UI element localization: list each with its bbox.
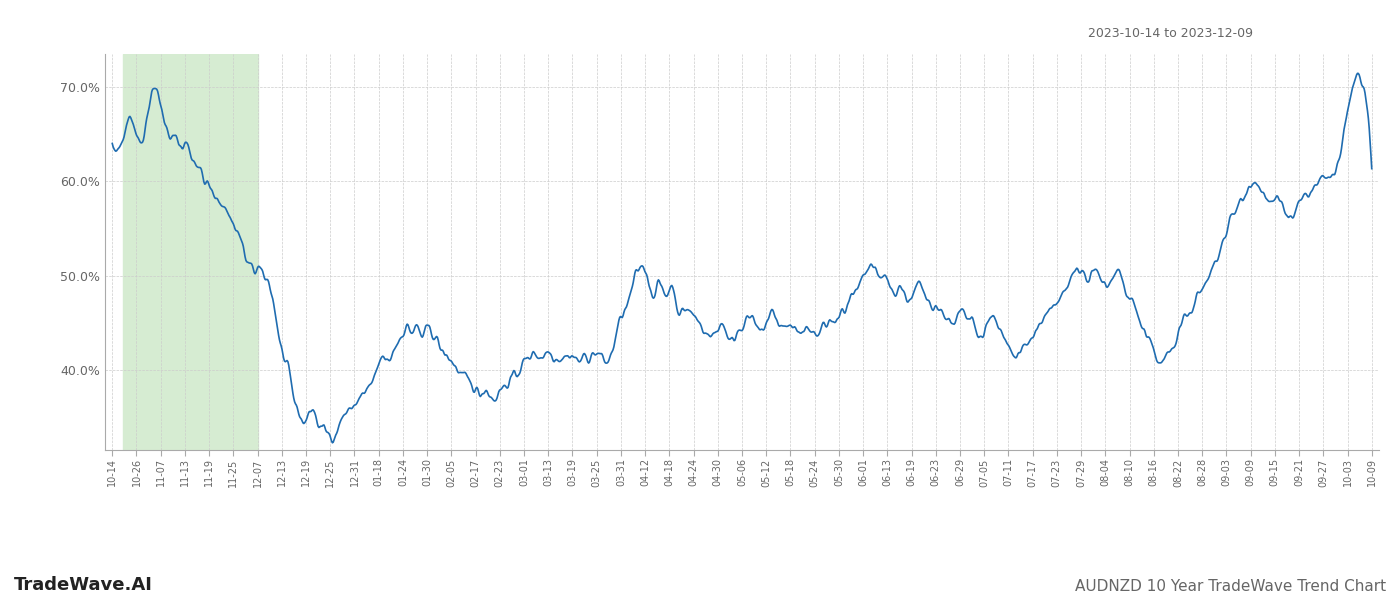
Text: 2023-10-14 to 2023-12-09: 2023-10-14 to 2023-12-09 — [1088, 27, 1253, 40]
Bar — [123, 54, 258, 450]
Text: AUDNZD 10 Year TradeWave Trend Chart: AUDNZD 10 Year TradeWave Trend Chart — [1075, 579, 1386, 594]
Text: TradeWave.AI: TradeWave.AI — [14, 576, 153, 594]
